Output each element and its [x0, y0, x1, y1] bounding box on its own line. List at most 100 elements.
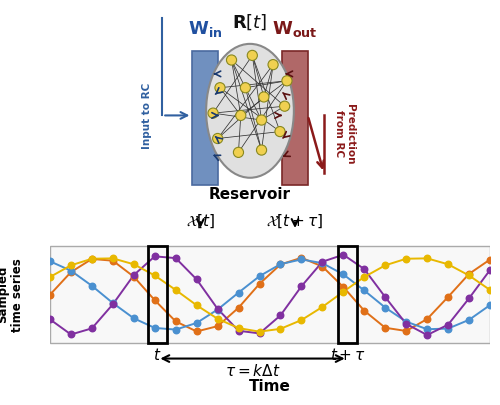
Text: Time: Time	[249, 379, 291, 394]
Point	[340, 284, 347, 290]
Text: Prediction
from RC: Prediction from RC	[334, 104, 355, 164]
Circle shape	[275, 126, 285, 136]
Point	[214, 306, 222, 313]
Point	[402, 256, 410, 262]
Point	[88, 256, 96, 262]
Text: $\mathbf{R}[t]$: $\mathbf{R}[t]$	[232, 13, 268, 32]
Circle shape	[256, 145, 266, 155]
Circle shape	[280, 101, 289, 111]
Point	[298, 317, 306, 323]
Point	[214, 323, 222, 329]
Point	[46, 274, 54, 280]
Point	[381, 262, 389, 269]
Point	[192, 328, 200, 335]
Text: $\mathbf{W}_\mathbf{out}$: $\mathbf{W}_\mathbf{out}$	[272, 19, 318, 39]
Point	[67, 267, 75, 274]
Point	[276, 326, 284, 332]
Bar	[338, 246, 357, 343]
Point	[130, 272, 138, 278]
Point	[67, 269, 75, 275]
Point	[444, 261, 452, 268]
Circle shape	[215, 83, 225, 93]
Text: Reservoir: Reservoir	[209, 187, 291, 202]
Point	[276, 261, 284, 267]
Point	[465, 295, 473, 302]
Point	[486, 256, 494, 263]
Point	[444, 322, 452, 328]
Point	[130, 273, 138, 280]
Circle shape	[256, 115, 266, 125]
Point	[256, 281, 264, 287]
Point	[151, 253, 159, 260]
Point	[88, 325, 96, 332]
Bar	[192, 51, 218, 185]
Point	[172, 255, 179, 261]
Text: Sampled
time series: Sampled time series	[0, 258, 24, 332]
Point	[360, 266, 368, 272]
Circle shape	[282, 76, 292, 86]
Point	[172, 287, 179, 293]
Point	[109, 301, 117, 307]
Circle shape	[268, 60, 278, 70]
Point	[340, 288, 347, 295]
Point	[109, 255, 117, 262]
Circle shape	[247, 50, 258, 60]
Point	[381, 294, 389, 301]
Point	[381, 324, 389, 331]
Point	[423, 326, 431, 333]
Point	[192, 302, 200, 309]
Point	[276, 261, 284, 268]
Point	[486, 287, 494, 293]
Point	[234, 328, 242, 334]
Point	[402, 321, 410, 327]
Point	[318, 263, 326, 270]
Point	[172, 326, 179, 333]
Text: $\mathcal{X}[t]$: $\mathcal{X}[t]$	[186, 212, 215, 230]
Text: $t+\tau$: $t+\tau$	[330, 347, 366, 363]
Point	[318, 258, 326, 265]
Point	[109, 258, 117, 264]
Point	[340, 271, 347, 278]
Circle shape	[240, 83, 250, 93]
Point	[109, 300, 117, 306]
Point	[256, 273, 264, 279]
Point	[130, 315, 138, 322]
Point	[402, 328, 410, 334]
Point	[88, 283, 96, 289]
Text: $\tau = k\Delta t$: $\tau = k\Delta t$	[224, 363, 280, 379]
Circle shape	[208, 108, 218, 118]
Point	[423, 255, 431, 262]
Point	[234, 289, 242, 296]
Point	[234, 305, 242, 311]
Point	[46, 292, 54, 298]
Circle shape	[259, 92, 269, 102]
Point	[486, 302, 494, 308]
Point	[192, 276, 200, 283]
Point	[256, 330, 264, 337]
Point	[298, 254, 306, 261]
Point	[214, 306, 222, 312]
Point	[130, 261, 138, 268]
Point	[381, 304, 389, 311]
Point	[360, 287, 368, 294]
Point	[298, 256, 306, 263]
Text: Input to RC: Input to RC	[142, 82, 152, 149]
Point	[465, 272, 473, 279]
Point	[360, 307, 368, 314]
Point	[318, 304, 326, 310]
Circle shape	[236, 110, 246, 121]
Point	[360, 274, 368, 280]
Point	[67, 331, 75, 338]
Point	[340, 252, 347, 258]
Point	[256, 328, 264, 335]
Point	[88, 256, 96, 262]
Text: $\mathcal{X}[t+\tau]$: $\mathcal{X}[t+\tau]$	[266, 212, 324, 230]
Point	[46, 316, 54, 323]
Point	[402, 318, 410, 325]
Point	[192, 320, 200, 326]
Circle shape	[234, 147, 243, 158]
Point	[444, 294, 452, 300]
Point	[423, 332, 431, 338]
Bar	[50, 246, 490, 343]
Point	[444, 325, 452, 332]
